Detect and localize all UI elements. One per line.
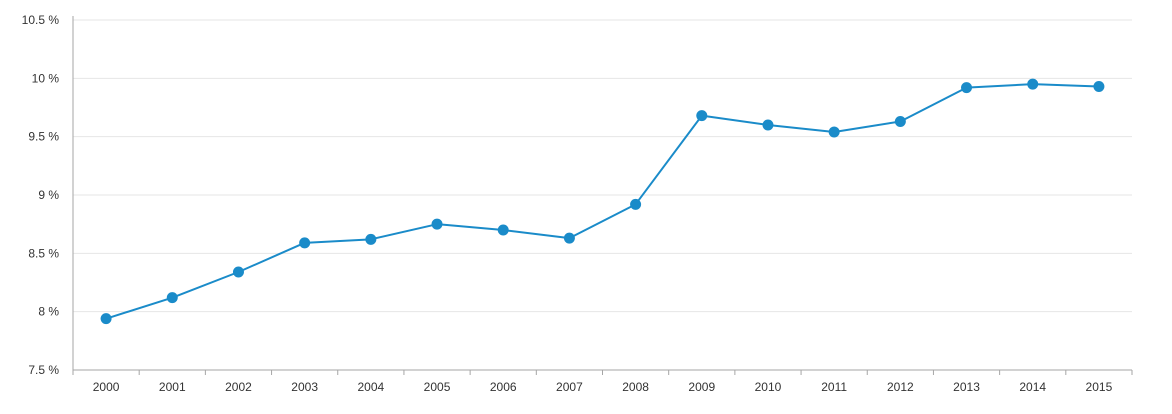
x-tick-label: 2004 — [357, 380, 384, 394]
data-point[interactable] — [299, 237, 311, 249]
x-tick-label: 2002 — [225, 380, 252, 394]
data-point[interactable] — [1093, 81, 1105, 92]
x-tick-labels: 2000 2001 2002 2003 2004 2005 2006 2007 2008 2009… — [93, 380, 1113, 394]
data-point[interactable] — [232, 266, 244, 278]
x-tick-label: 2006 — [490, 380, 517, 394]
x-tick-label: 2011 — [821, 380, 847, 394]
x-tick-label: 2010 — [755, 380, 782, 394]
y-tick-label: 8 % — [38, 305, 59, 319]
y-tick-label: 10.5 % — [22, 13, 60, 27]
x-tick-label: 2008 — [622, 380, 649, 394]
data-point[interactable] — [630, 198, 642, 210]
x-tick-label: 2015 — [1086, 380, 1113, 394]
data-point[interactable] — [563, 232, 575, 244]
y-tick-label: 9 % — [38, 188, 59, 202]
series-group — [100, 78, 1105, 325]
x-tick-label: 2000 — [93, 380, 120, 394]
data-point[interactable] — [100, 313, 112, 325]
data-point[interactable] — [497, 224, 509, 236]
x-tick-label: 2005 — [424, 380, 451, 394]
axes — [72, 16, 1133, 375]
y-tick-label: 7.5 % — [28, 363, 59, 377]
y-tick-labels: 7.5 % 8 % 8.5 % 9 % 9.5 % 10 % 10.5 % — [22, 13, 60, 377]
x-tick-label: 2009 — [688, 380, 715, 394]
y-tick-label: 9.5 % — [28, 130, 59, 144]
y-tick-label: 8.5 % — [28, 246, 59, 260]
data-point[interactable] — [365, 233, 377, 245]
x-tick-label: 2014 — [1019, 380, 1046, 394]
x-tick-label: 2003 — [291, 380, 318, 394]
x-tick-label: 2007 — [556, 380, 583, 394]
data-point[interactable] — [431, 218, 443, 230]
x-tick-label: 2012 — [887, 380, 914, 394]
data-point[interactable] — [696, 110, 708, 122]
data-point[interactable] — [961, 82, 973, 94]
data-point[interactable] — [828, 126, 840, 138]
y-tick-label: 10 % — [32, 71, 60, 85]
series-line — [105, 83, 1099, 320]
x-tick-label: 2001 — [159, 380, 186, 394]
gridlines — [73, 19, 1132, 313]
data-point[interactable] — [762, 119, 774, 131]
x-tick-label: 2013 — [953, 380, 980, 394]
data-point[interactable] — [894, 116, 906, 127]
data-point[interactable] — [1027, 78, 1039, 90]
data-point[interactable] — [166, 292, 178, 304]
